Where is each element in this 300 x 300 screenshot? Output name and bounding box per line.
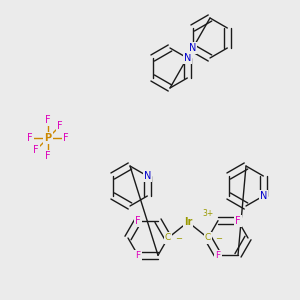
Text: Ir: Ir (184, 217, 192, 227)
Text: N: N (189, 43, 196, 53)
Text: F: F (135, 216, 141, 226)
Text: N: N (260, 191, 267, 201)
Text: N: N (184, 53, 191, 63)
Text: C: C (165, 233, 171, 242)
Text: F: F (45, 151, 51, 161)
Text: F: F (135, 251, 141, 260)
Text: F: F (57, 121, 62, 131)
Text: F: F (235, 216, 241, 226)
Text: −: − (175, 235, 182, 244)
Text: F: F (34, 145, 39, 155)
Text: N: N (144, 171, 151, 181)
Text: F: F (45, 115, 51, 125)
Text: F: F (215, 251, 220, 260)
Text: F: F (63, 133, 69, 143)
Text: −: − (215, 235, 222, 244)
Text: P: P (44, 133, 52, 143)
Text: C: C (205, 233, 211, 242)
Text: 3+: 3+ (202, 209, 213, 218)
Text: F: F (27, 133, 33, 143)
